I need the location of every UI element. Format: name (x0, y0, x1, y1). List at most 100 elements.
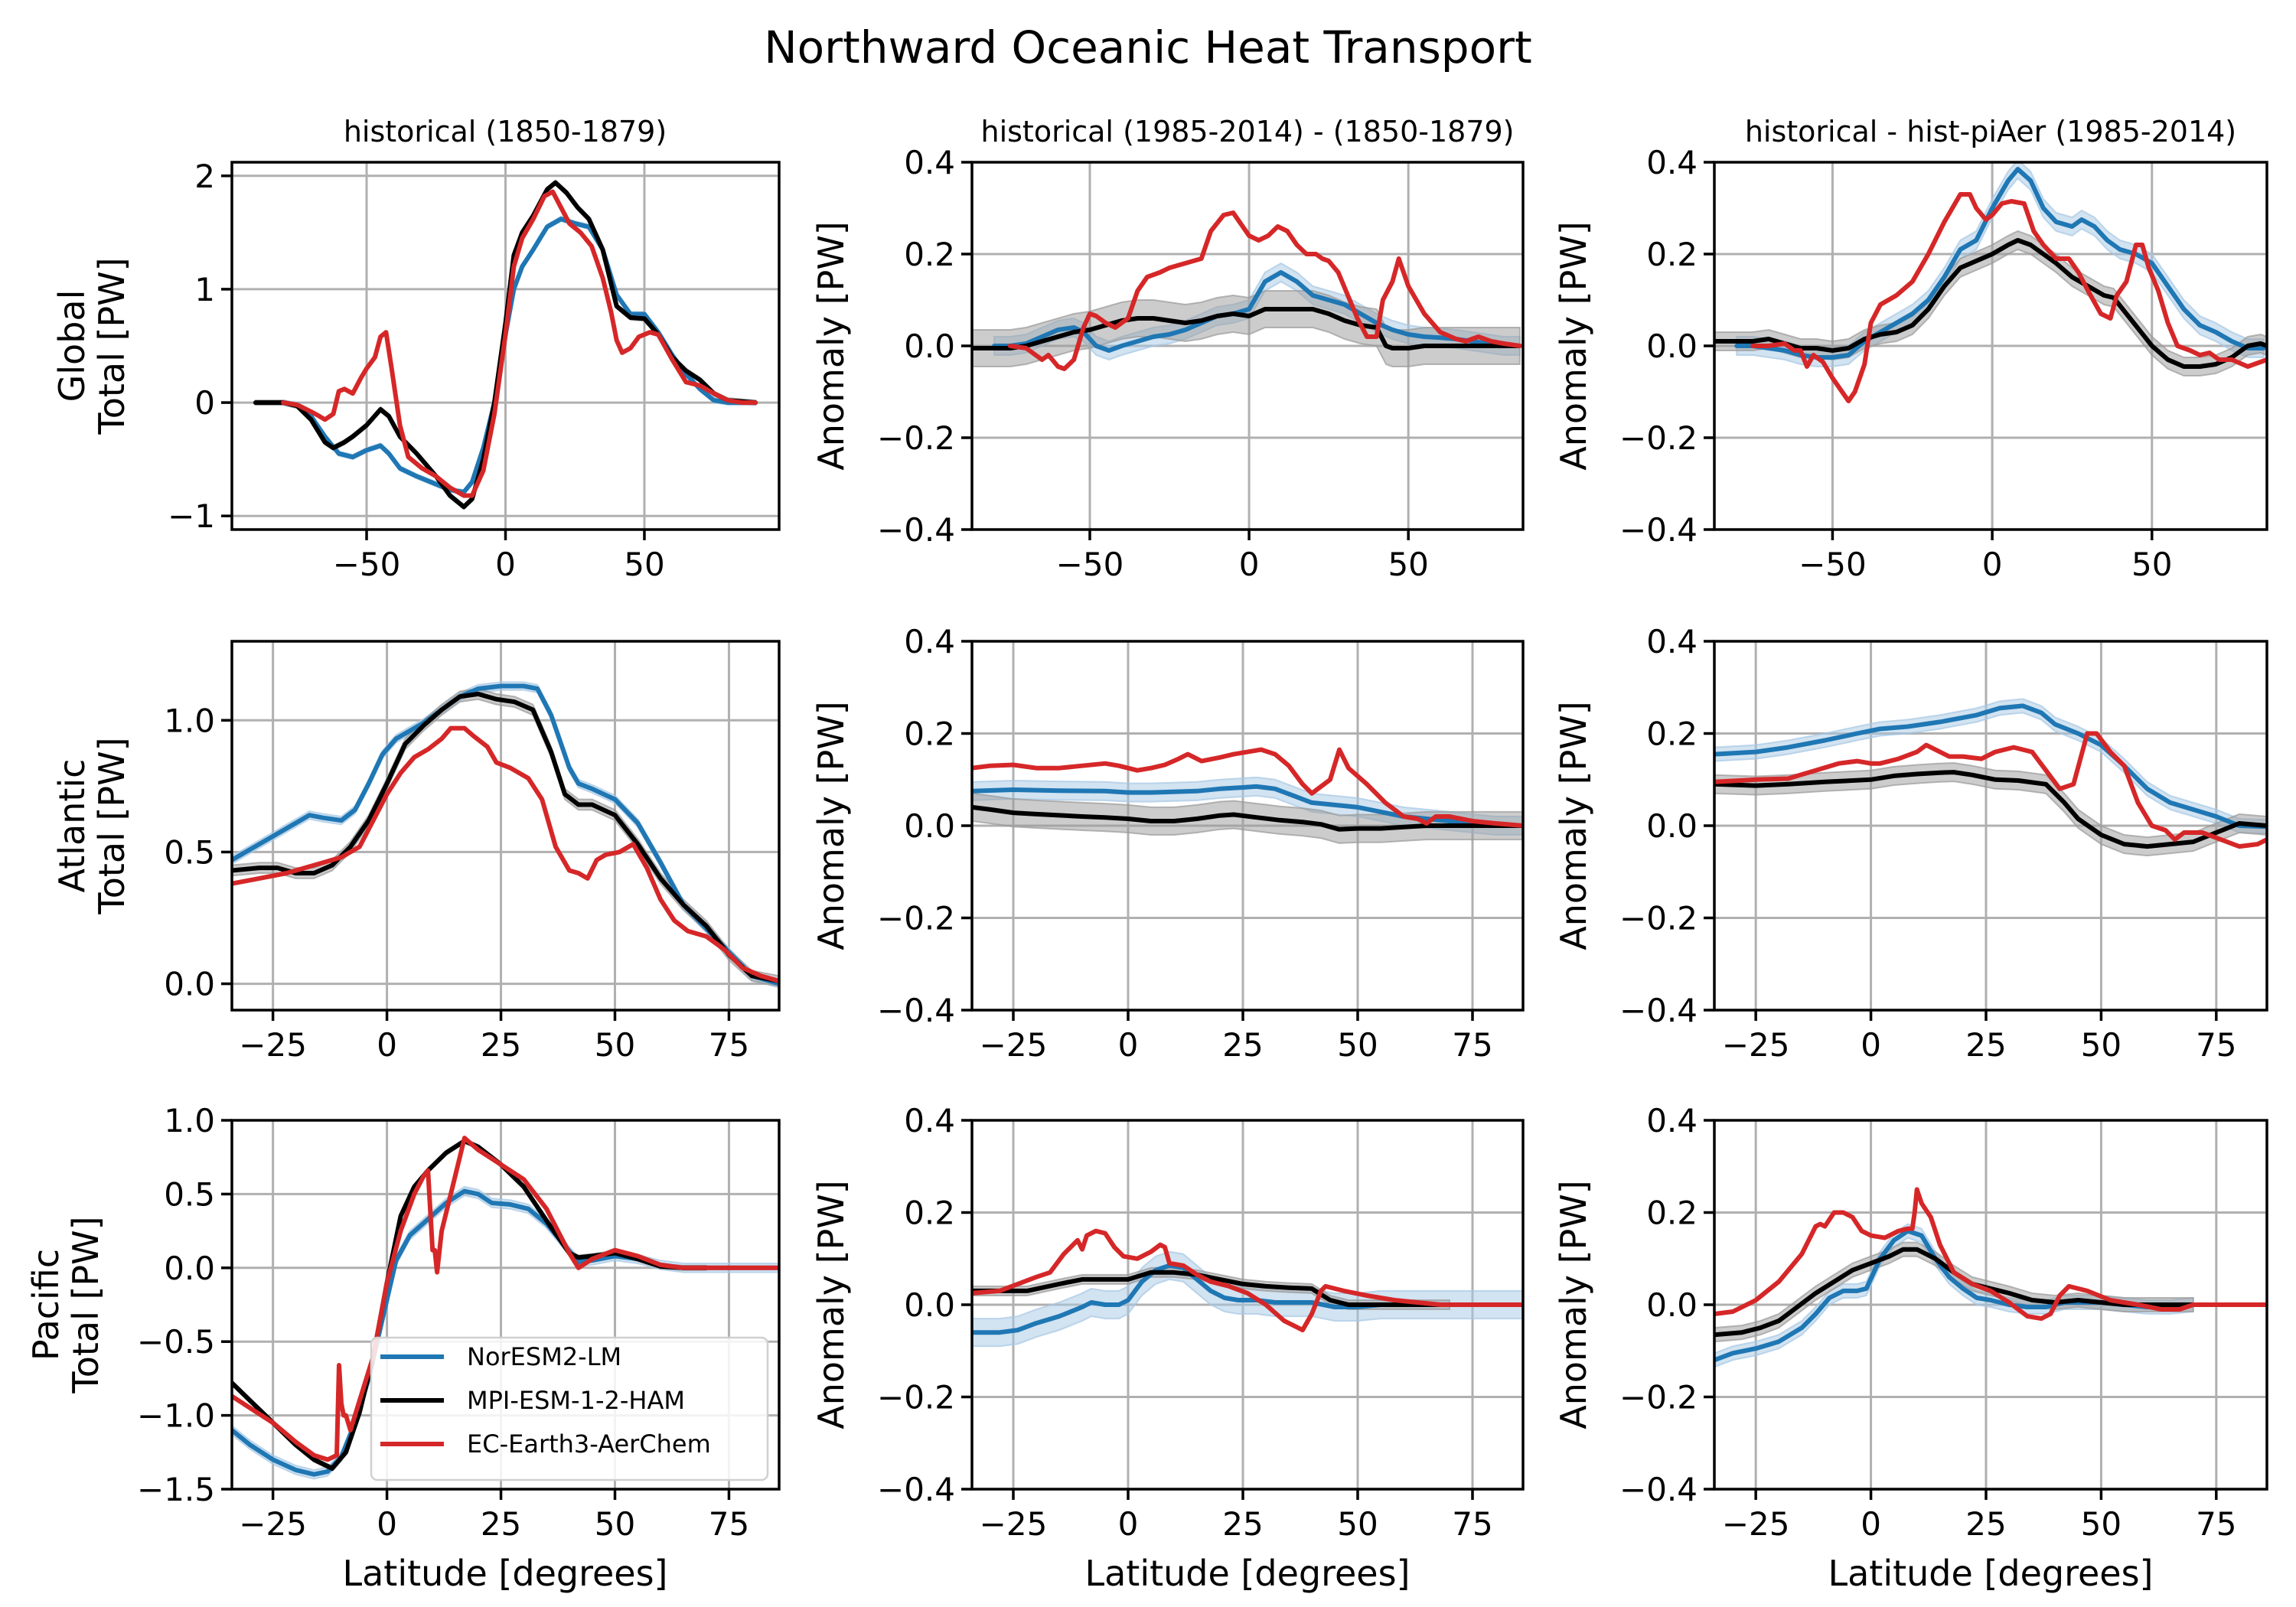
legend-label-ecearth: EC-Earth3-AerChem (467, 1429, 711, 1459)
series-line-mpi-esm-1-2-ham (972, 1270, 1452, 1307)
xtick-label: 0 (377, 1505, 397, 1543)
xtick-label: 25 (481, 1026, 521, 1064)
plot-area (1714, 698, 2267, 857)
series-line-noresm2-lm (1734, 167, 2266, 360)
series-line-mpi-esm-1-2-ham (1714, 1247, 2196, 1338)
ytick-label: 2 (194, 158, 215, 195)
xtick-label: 0 (1239, 546, 1260, 583)
xtick-label: −50 (1799, 546, 1867, 583)
xtick-label: 75 (1452, 1026, 1492, 1064)
xtick-label: 50 (2081, 1505, 2122, 1543)
xtick-label: 50 (624, 546, 664, 583)
axes-frame (1713, 161, 2268, 531)
ytick-label: −0.4 (1619, 1471, 1698, 1508)
xtick-label: 25 (1222, 1026, 1263, 1064)
xtick-label: 0 (1982, 546, 2003, 583)
ytick-label: 0 (194, 384, 215, 422)
xtick-label: 25 (481, 1505, 521, 1543)
ytick-label: 0.0 (1646, 1286, 1698, 1324)
figure-title: Northward Oceanic Heat Transport (764, 21, 1531, 73)
xtick-label: −25 (1722, 1026, 1790, 1064)
xtick-label: 50 (2081, 1026, 2122, 1064)
ytick-label: −0.4 (877, 992, 955, 1029)
panel-atlantic-total: −25 0 25 50 75 0.0 0.5 1.0 (164, 640, 781, 1064)
panel-global-aerosol: −50 0 50 −0.4 −0.2 0.0 0.2 0.4 (1619, 144, 2268, 583)
axes-frame (1713, 640, 2268, 1012)
ytick-label: −0.2 (877, 900, 955, 937)
xtick-label: 75 (2196, 1026, 2236, 1064)
ytick-label: 0.0 (904, 328, 955, 365)
xtick-label: 0 (377, 1026, 397, 1064)
axes-frame (230, 1119, 781, 1491)
xtick-label: 75 (2196, 1505, 2236, 1543)
ytick-label: −0.4 (1619, 992, 1698, 1029)
row-label-line-1: Atlantic (51, 759, 93, 893)
xtick-label: 75 (709, 1026, 749, 1064)
row-label-pacific: Pacific Total [PW] (25, 1216, 106, 1393)
spread-band-mpi-esm-1-2-ham (1714, 1241, 2194, 1343)
xtick-label: 25 (1965, 1026, 2006, 1064)
panel-global-total: −50 0 50 −1 0 1 2 (168, 158, 781, 583)
ylabel-global-aerosol: Anomaly [PW] (1553, 221, 1594, 471)
ytick-label: 0.2 (1646, 236, 1698, 273)
ytick-label: 0.2 (904, 715, 955, 753)
xtick-label: 50 (1388, 546, 1428, 583)
ytick-label: −0.2 (877, 419, 955, 457)
panels: −50 0 50 −1 0 1 2 −50 0 50 −0.4 −0.2 0.0 0.2 0.4 −50 0 50… (137, 144, 2268, 1543)
ytick-label: −1.0 (137, 1397, 215, 1435)
series-line-ec-earth3-aerchem (1007, 210, 1522, 371)
series-line-mpi-esm-1-2-ham (232, 691, 779, 984)
xtick-label: 0 (1118, 1505, 1139, 1543)
plot-area (253, 179, 758, 510)
panel-pacific-total: −25 0 25 50 75 −1.5 −1.0 −0.5 0.0 0.5 1.0 (137, 1102, 781, 1543)
ytick-label: 0.4 (1646, 144, 1698, 181)
plot-area (232, 681, 779, 989)
series-line-mpi-esm-1-2-ham (1714, 770, 2267, 849)
xtick-label: 0 (495, 546, 516, 583)
xtick-label: 50 (595, 1026, 635, 1064)
xtick-label: 25 (1222, 1505, 1263, 1543)
xtick-label: 50 (1337, 1026, 1378, 1064)
ytick-label: 0.4 (904, 144, 955, 181)
plot-area (1714, 1187, 2267, 1368)
ytick-label: 0.2 (904, 1195, 955, 1232)
spread-band-mpi-esm-1-2-ham (1714, 762, 2267, 857)
panel-global-change: −50 0 50 −0.4 −0.2 0.0 0.2 0.4 (877, 144, 1525, 583)
xlabel-col-2: Latitude [degrees] (1828, 1553, 2153, 1594)
xtick-label: 50 (1337, 1505, 1378, 1543)
panel-pacific-change: −25 0 25 50 75 −0.4 −0.2 0.0 0.2 0.4 (877, 1102, 1525, 1543)
series-line-ec-earth3-aerchem (232, 725, 779, 984)
ytick-label: 0.4 (904, 1102, 955, 1139)
series-line-noresm2-lm (1714, 703, 2267, 830)
row-label-line-2: Total [PW] (91, 737, 132, 914)
series-line-mpi-esm-1-2-ham (972, 804, 1523, 832)
xtick-label: 0 (1861, 1026, 1881, 1064)
series-line-ec-earth3-aerchem (232, 1136, 779, 1462)
series-line-ec-earth3-aerchem (281, 189, 758, 498)
xtick-label: 0 (1861, 1505, 1881, 1543)
xtick-label: 50 (2131, 546, 2172, 583)
column-title-2: historical - hist-piAer (1985-2014) (1745, 115, 2236, 148)
ytick-label: −0.4 (877, 511, 955, 549)
ytick-label: 0.5 (164, 1175, 215, 1213)
axes-frame (970, 161, 1525, 531)
legend-label-mpi: MPI-ESM-1-2-HAM (467, 1386, 685, 1415)
xtick-label: −50 (333, 546, 401, 583)
ytick-label: 1 (194, 271, 215, 308)
series-line-ec-earth3-aerchem (972, 1228, 1523, 1333)
plot-area (972, 210, 1522, 371)
ytick-label: 0.0 (904, 807, 955, 845)
xtick-label: −50 (1056, 546, 1124, 583)
legend-box (370, 1336, 769, 1482)
row-label-line-2: Total [PW] (91, 257, 132, 435)
column-title-1: historical (1985-2014) - (1850-1879) (980, 115, 1514, 148)
ytick-label: −0.2 (1619, 1379, 1698, 1416)
ytick-label: 0.2 (904, 236, 955, 273)
axes-frame (230, 161, 781, 531)
panel-atlantic-change: −25 0 25 50 75 −0.4 −0.2 0.0 0.2 0.4 (877, 623, 1525, 1064)
ytick-label: 0.0 (1646, 328, 1698, 365)
xtick-label: −25 (239, 1026, 307, 1064)
series-line-noresm2-lm (972, 784, 1523, 828)
series-line-ec-earth3-aerchem (1750, 192, 2267, 403)
xlabel-col-0: Latitude [degrees] (342, 1553, 667, 1594)
